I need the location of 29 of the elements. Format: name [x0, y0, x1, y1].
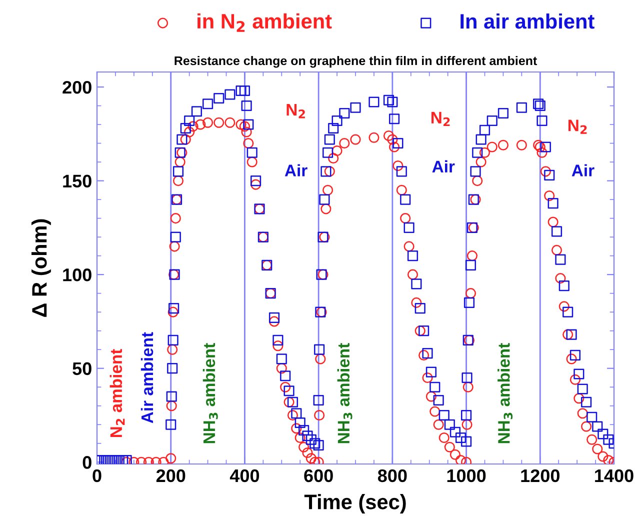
- annotation: NH$_{3}$ ambient: [498, 343, 513, 444]
- y-tick-label: 200: [62, 80, 92, 94]
- x-axis-title: Time (sec): [304, 494, 406, 514]
- annotation: Air: [432, 160, 455, 172]
- y-tick-label: 100: [63, 268, 92, 282]
- annotation: NH$_{3}$ ambient: [202, 343, 218, 444]
- annotation: Air: [572, 164, 594, 176]
- x-tick-label: 600: [304, 469, 333, 482]
- chart-title: Resistance change on graphene thin film in different ambient: [174, 56, 537, 68]
- annotation: N$_{2}$: [432, 112, 450, 126]
- annotation: NH$_{3}$ ambient: [337, 343, 352, 444]
- y-axis-title: Δ R (ohm): [31, 219, 51, 317]
- annotation: Air ambient: [140, 332, 154, 424]
- legend-label: In air ambient: [460, 13, 594, 29]
- x-tick-label: 1000: [447, 469, 486, 482]
- x-tick-label: 0: [92, 469, 102, 482]
- y-tick-label: 150: [63, 174, 92, 188]
- annotation: N$_{2}$: [286, 104, 305, 118]
- legend-label: in N$_{2}$ ambient: [198, 13, 332, 32]
- y-tick-label: 50: [72, 362, 92, 376]
- x-tick-label: 1400: [595, 469, 634, 482]
- annotation: N$_{2}$ ambient: [110, 349, 125, 437]
- annotation: N$_{2}$: [568, 120, 587, 134]
- x-tick-label: 200: [156, 469, 186, 482]
- annotation: Air: [284, 164, 308, 176]
- x-tick-label: 800: [378, 469, 407, 482]
- x-tick-label: 1200: [521, 469, 560, 482]
- y-tick-label: 0: [82, 456, 92, 469]
- x-tick-label: 400: [230, 469, 260, 482]
